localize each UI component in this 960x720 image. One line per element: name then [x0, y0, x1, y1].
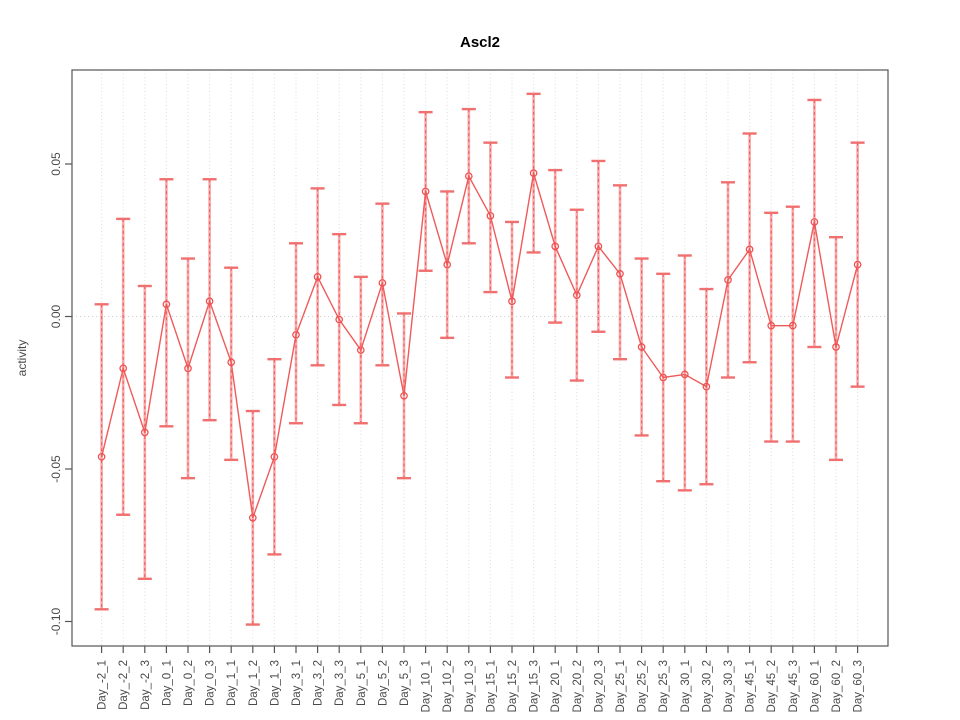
y-tick-label: 0.05	[49, 152, 63, 176]
chart-title: Ascl2	[460, 34, 500, 51]
data-point	[810, 218, 819, 226]
y-axis: 0.05 0.00 -0.05 -0.10	[49, 152, 72, 635]
x-tick-label: Day_20_2	[572, 660, 584, 712]
error-bars	[94, 92, 865, 626]
x-tick-label: Day_1_2	[248, 660, 260, 706]
x-tick-label: Day_10_1	[421, 660, 433, 712]
x-tick-label: Day_45_2	[766, 660, 778, 712]
gridlines	[101, 70, 859, 646]
x-tick-label: Day_60_3	[853, 660, 865, 712]
x-tick-label: Day_15_2	[507, 660, 519, 712]
data-points	[97, 169, 862, 522]
data-point	[745, 245, 754, 254]
x-tick-label: Day_15_1	[485, 660, 497, 712]
x-tick-label: Day_20_3	[593, 660, 605, 712]
x-tick-label: Day_5_1	[356, 660, 368, 706]
data-point	[767, 321, 776, 330]
data-point	[248, 513, 257, 522]
data-point	[184, 364, 192, 373]
x-tick-label: Day_10_3	[464, 660, 476, 712]
x-tick-label: Day_25_1	[615, 660, 627, 712]
x-tick-label: Day_25_2	[637, 660, 649, 712]
data-point	[97, 452, 106, 461]
data-point	[205, 297, 214, 306]
x-tick-label: Day_3_2	[313, 660, 325, 706]
data-point	[400, 391, 408, 400]
data-point	[616, 269, 624, 278]
x-tick-label: Day_45_1	[745, 660, 757, 712]
data-point	[227, 358, 236, 367]
data-point	[832, 343, 840, 351]
x-tick-label: Day_45_3	[788, 660, 800, 712]
x-tick-label: Day_5_3	[399, 660, 411, 706]
data-point	[313, 272, 322, 281]
data-point	[572, 291, 581, 299]
y-tick-label: -0.10	[49, 608, 63, 636]
x-tick-label: Day_15_3	[529, 660, 541, 712]
x-tick-label: Day_30_1	[680, 660, 692, 712]
x-tick-label: Day_-2_1	[97, 660, 109, 710]
data-point	[508, 297, 516, 306]
x-tick-label: Day_0_2	[183, 660, 195, 706]
y-tick-label: -0.05	[49, 455, 63, 483]
x-tick-label: Day_1_1	[226, 660, 238, 706]
data-point	[529, 169, 538, 177]
data-point	[421, 187, 430, 196]
x-tick-label: Day_30_3	[723, 660, 735, 712]
x-axis: Day_-2_1 Day_-2_2 Day_-2_3 Day_0_1 Day_0_2 Da…	[97, 646, 865, 712]
data-point	[594, 242, 603, 251]
data-point	[270, 452, 279, 461]
x-tick-label: Day_5_2	[377, 660, 389, 706]
data-point	[292, 330, 300, 339]
x-tick-label: Day_60_2	[831, 660, 843, 712]
y-tick-label: 0.00	[49, 304, 63, 328]
x-tick-label: Day_20_1	[550, 660, 562, 712]
data-line	[100, 172, 859, 519]
data-point	[464, 172, 473, 181]
x-tick-label: Day_25_3	[658, 660, 670, 712]
data-point	[702, 382, 711, 391]
x-tick-label: Day_-2_2	[118, 660, 130, 710]
data-point	[788, 321, 797, 330]
x-tick-label: Day_-2_3	[140, 660, 152, 710]
data-point	[853, 260, 862, 269]
data-point	[335, 315, 344, 324]
data-point	[486, 212, 495, 220]
x-tick-label: Day_60_1	[809, 660, 821, 712]
y-axis-label: activity	[15, 340, 29, 377]
data-point	[119, 364, 128, 373]
data-point	[356, 346, 365, 354]
x-tick-label: Day_10_2	[442, 660, 454, 712]
x-tick-label: Day_3_1	[291, 660, 303, 706]
x-tick-label: Day_30_2	[701, 660, 713, 712]
x-tick-label: Day_3_3	[334, 660, 346, 706]
data-point	[378, 279, 387, 287]
data-point	[443, 260, 452, 269]
data-point	[551, 242, 560, 251]
data-point	[637, 343, 646, 351]
data-point	[680, 370, 689, 379]
x-tick-label: Day_0_3	[205, 660, 217, 706]
x-tick-label: Day_0_1	[161, 660, 173, 706]
plot-border	[71, 69, 889, 647]
data-point	[724, 276, 732, 284]
data-point	[659, 373, 668, 382]
data-point	[140, 428, 149, 437]
data-point	[162, 300, 171, 309]
series-line	[100, 172, 859, 519]
x-tick-label: Day_1_3	[269, 660, 281, 706]
plot-frame	[71, 69, 889, 647]
